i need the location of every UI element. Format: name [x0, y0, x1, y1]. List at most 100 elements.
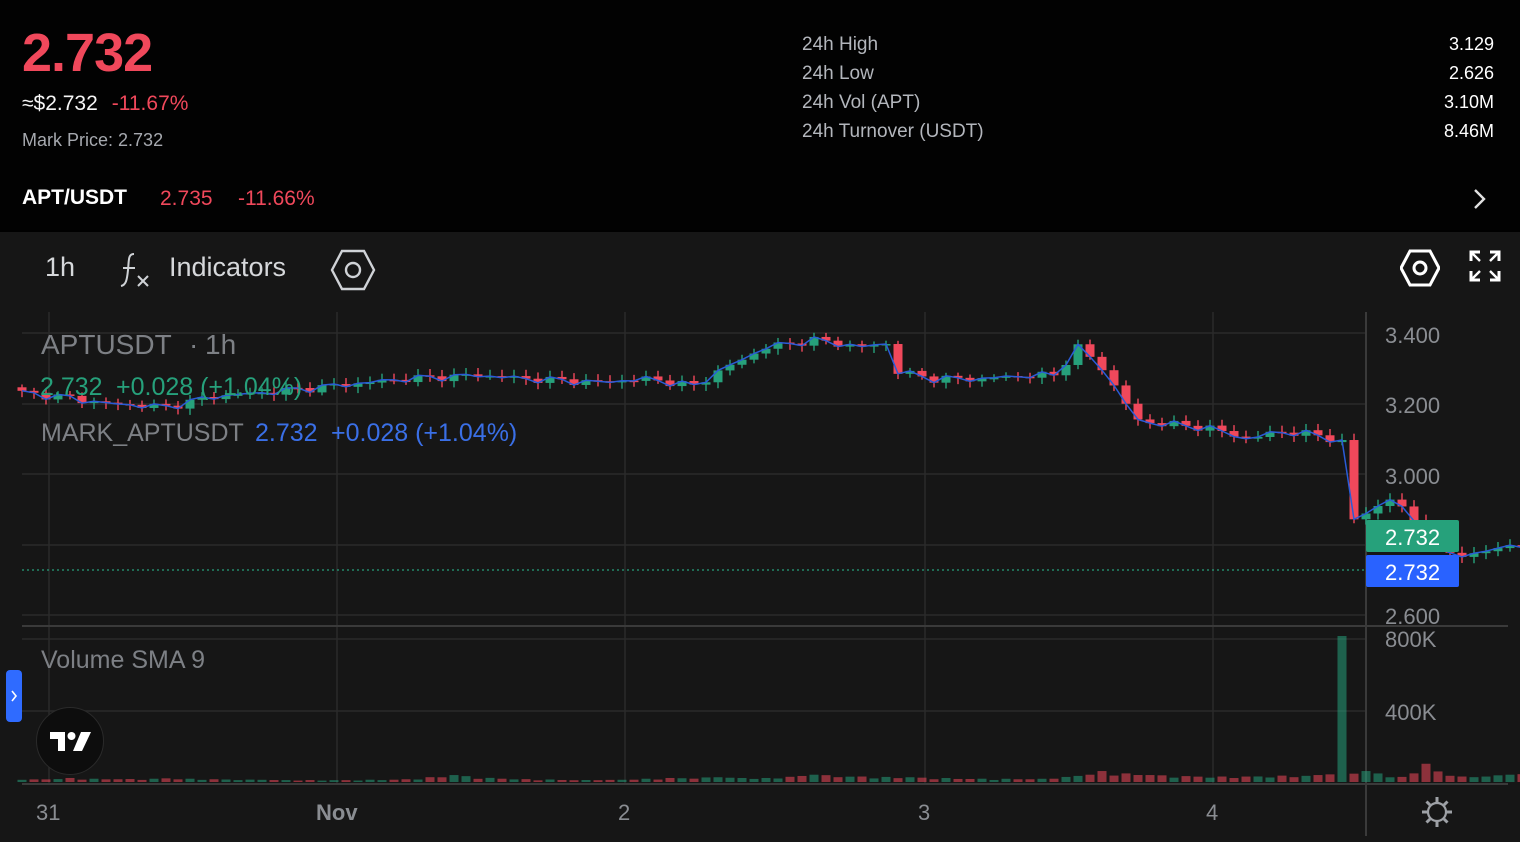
price-chart[interactable]: APTUSDT · 1h 2.732 +0.028 (+1.04%) MARK_… — [0, 232, 1520, 842]
volume-bar — [881, 776, 891, 782]
volume-bar — [1493, 775, 1503, 782]
candle-body — [413, 375, 423, 383]
axis-settings-icon[interactable] — [1422, 797, 1452, 827]
volume-bar — [1409, 773, 1419, 782]
candle-body — [857, 344, 867, 347]
candle-body — [557, 376, 567, 380]
volume-bar — [701, 777, 711, 782]
candle-body — [689, 380, 699, 385]
volume-bar — [641, 778, 651, 782]
candle-body — [1133, 403, 1143, 420]
volume-bar — [581, 780, 591, 782]
volume-bar — [905, 777, 915, 782]
volume-bar — [977, 778, 987, 782]
candle-body — [833, 340, 843, 347]
side-panel-toggle[interactable] — [6, 670, 22, 722]
settings-icon[interactable] — [1400, 248, 1440, 288]
volume-bar — [497, 778, 507, 782]
volume-bar — [869, 778, 879, 782]
candle-body — [1073, 344, 1083, 365]
volume-bar — [245, 779, 255, 782]
volume-bar — [1049, 778, 1059, 782]
volume-bar — [1313, 775, 1323, 782]
volume-legend: Volume SMA 9 — [41, 646, 205, 674]
candle-body — [1301, 430, 1311, 436]
stat-label: 24h Low — [802, 62, 874, 84]
volume-bars — [17, 636, 1520, 782]
volume-bar — [233, 780, 243, 782]
volume-bar — [1349, 773, 1359, 782]
candle-body — [725, 364, 735, 371]
pair-symbol[interactable]: APT/USDT — [22, 186, 127, 209]
function-icon[interactable] — [118, 250, 154, 290]
candle-body — [893, 344, 903, 374]
volume-bar — [449, 775, 459, 782]
candle-body — [1349, 440, 1359, 520]
candle-body — [137, 404, 147, 408]
stat-24h-vol: 24h Vol (APT) 3.10M — [802, 88, 1494, 117]
candle-body — [1169, 420, 1179, 427]
volume-bar — [833, 777, 843, 782]
candle-body — [1229, 431, 1239, 437]
volume-bar — [1469, 777, 1479, 782]
candle-body — [1409, 506, 1419, 521]
stat-value: 3.129 — [1448, 34, 1494, 54]
chart-settings-icon[interactable] — [330, 248, 376, 292]
candle-body — [377, 379, 387, 383]
volume-bar — [257, 779, 267, 782]
candle-body — [965, 377, 975, 382]
mark-price-tag: 2.732 — [1385, 560, 1440, 585]
candle-body — [29, 390, 39, 393]
volume-bar — [53, 779, 63, 782]
candle-body — [845, 344, 855, 347]
volume-bar — [317, 780, 327, 782]
candle-body — [1493, 548, 1503, 552]
volume-bar — [1397, 776, 1407, 782]
candle-body — [641, 376, 651, 381]
volume-bar — [965, 778, 975, 782]
volume-bar — [17, 779, 27, 782]
volume-bar — [809, 774, 819, 782]
legend-interval: 1h — [205, 329, 236, 360]
volume-bar — [509, 779, 519, 782]
candlesticks — [17, 332, 1520, 564]
volume-bar — [1301, 775, 1311, 782]
volume-bar — [89, 778, 99, 782]
volume-bar — [1457, 776, 1467, 782]
volume-bar — [1361, 771, 1371, 782]
indicators-button[interactable]: Indicators — [169, 252, 287, 282]
fullscreen-icon[interactable] — [1468, 249, 1502, 283]
candle-body — [1085, 344, 1095, 357]
volume-bar — [1133, 775, 1143, 782]
candle-body — [329, 384, 339, 386]
stat-24h-turnover: 24h Turnover (USDT) 8.46M — [802, 117, 1494, 146]
volume-bar — [197, 779, 207, 782]
volume-bar — [1433, 771, 1443, 782]
volume-bar — [533, 780, 543, 782]
candle-body — [209, 396, 219, 400]
tradingview-logo[interactable] — [36, 707, 104, 775]
candle-body — [269, 392, 279, 395]
candle-body — [761, 348, 771, 354]
chevron-right-icon[interactable] — [1470, 186, 1490, 212]
volume-bar — [65, 777, 75, 782]
last-price: 2.732 — [22, 23, 153, 83]
legend-dot: · — [189, 329, 198, 360]
usd-price-row: ≈$2.732 -11.67% — [22, 92, 188, 116]
volume-bar — [1421, 763, 1431, 782]
interval-button[interactable]: 1h — [45, 252, 76, 282]
volume-bar — [629, 779, 639, 782]
candle-body — [1181, 420, 1191, 426]
volume-bar — [569, 780, 579, 782]
candle-body — [1205, 425, 1215, 431]
candle-body — [257, 392, 267, 395]
candle-body — [1001, 376, 1011, 378]
last-price-tag-bg — [1366, 520, 1459, 552]
volume-bar — [1097, 771, 1107, 782]
volume-bar — [101, 779, 111, 782]
candle-body — [1385, 499, 1395, 507]
candle-body — [905, 370, 915, 374]
candle-body — [1193, 425, 1203, 431]
chart-grid — [22, 312, 1508, 836]
volume-bar — [269, 780, 279, 782]
